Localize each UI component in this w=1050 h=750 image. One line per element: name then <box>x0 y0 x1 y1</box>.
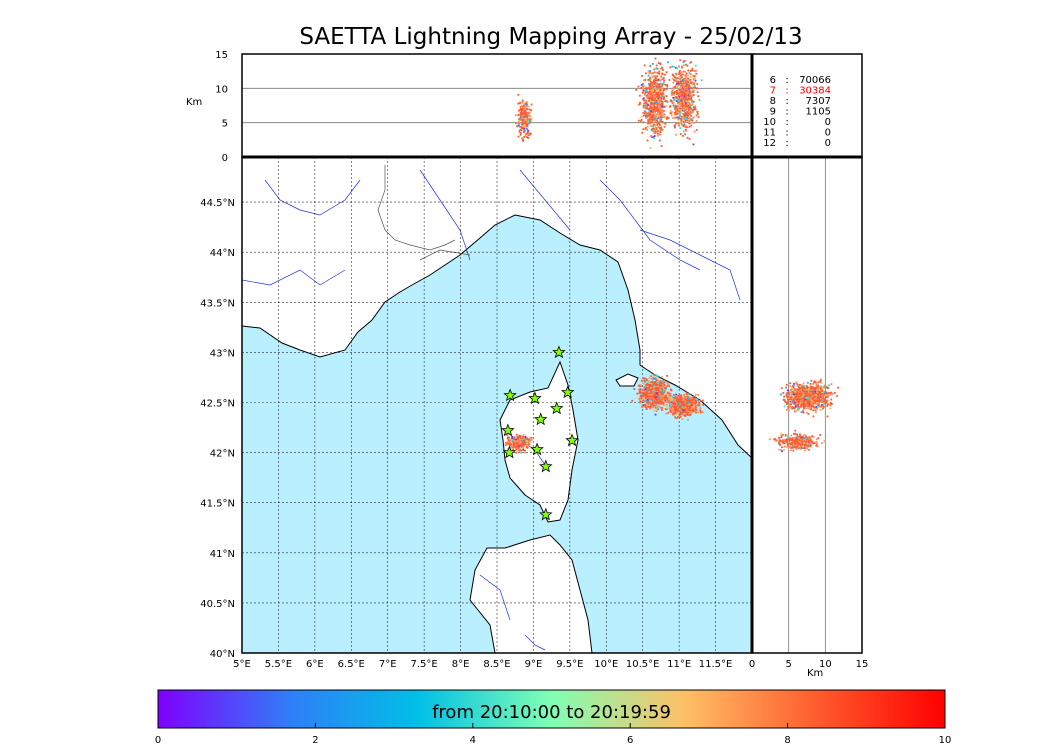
longitude-tick: 9.5°E <box>556 659 583 670</box>
map-lightning-sources <box>504 374 704 454</box>
station-count-separator: : <box>785 86 788 97</box>
altitude-longitude-panel <box>242 54 752 157</box>
right-altitude-tick: 10 <box>819 659 832 670</box>
station-count-separator: : <box>785 117 788 128</box>
station-star-icon <box>533 412 548 426</box>
right-altitude-tick: 0 <box>749 659 755 670</box>
longitude-tick: 9°E <box>525 659 543 670</box>
latitude-tick: 44°N <box>210 248 235 259</box>
right-altitude-tick: 5 <box>785 659 791 670</box>
right-altitude-axis-label: Km <box>807 668 823 679</box>
station-count-separator: : <box>785 107 788 118</box>
station-count-value: 0 <box>825 117 831 128</box>
top-altitude-tick: 5 <box>222 119 228 130</box>
colorbar-tick-label: 6 <box>627 735 633 746</box>
colorbar <box>157 689 946 729</box>
longitude-tick: 10.5°E <box>626 659 660 670</box>
longitude-tick: 8°E <box>452 659 470 670</box>
station-star-icon <box>539 507 553 521</box>
station-count-value: 30384 <box>799 86 831 97</box>
borders <box>377 165 471 261</box>
latitude-tick: 43°N <box>210 348 235 359</box>
station-markers <box>501 345 579 521</box>
station-count-separator: : <box>785 75 788 86</box>
longitude-tick: 10°E <box>594 659 618 670</box>
station-star-icon <box>539 459 553 473</box>
latitude-tick: 40.5°N <box>200 599 235 610</box>
latitude-tick-labels: 40°N 40.5°N 41°N 41.5°N 42°N 42.5°N 43°N 43.5°N… <box>200 198 235 660</box>
chart-title: SAETTA Lightning Mapping Array - 25/02/1… <box>299 24 803 50</box>
top-altitude-tick: 0 <box>222 153 228 164</box>
top-altitude-tick-labels: 0 5 10 15 <box>215 50 228 164</box>
top-altitude-axis-label: Km <box>186 97 202 108</box>
station-count-separator: : <box>785 128 788 139</box>
station-star-icon <box>552 345 566 359</box>
altitude-latitude-panel <box>752 157 862 653</box>
map-panel <box>242 157 752 653</box>
colorbar-tick-label: 4 <box>470 735 476 746</box>
station-star-icon <box>503 388 517 402</box>
station-count-number: 10 <box>763 117 776 128</box>
longitude-tick: 11°E <box>667 659 691 670</box>
latitude-tick: 42°N <box>210 449 235 460</box>
latitude-tick: 44.5°N <box>200 198 235 209</box>
longitude-tick: 11.5°E <box>699 659 733 670</box>
right-altitude-tick: 15 <box>856 659 869 670</box>
station-star-icon <box>549 401 564 415</box>
longitude-tick: 6°E <box>306 659 324 670</box>
station-star-icon <box>565 433 579 447</box>
station-star-icon <box>528 391 542 405</box>
top-altitude-tick: 10 <box>215 84 228 95</box>
station-star-icon <box>501 423 515 437</box>
longitude-tick: 7.5°E <box>411 659 438 670</box>
colorbar-tick-label: 8 <box>784 735 790 746</box>
station-count-value: 70066 <box>799 75 831 86</box>
station-count-value: 1105 <box>806 107 831 118</box>
longitude-tick: 7°E <box>379 659 397 670</box>
latitude-tick: 43.5°N <box>200 298 235 309</box>
station-count-number: 7 <box>770 86 776 97</box>
station-count-number: 12 <box>763 138 776 149</box>
station-count-separator: : <box>785 138 788 149</box>
station-count-number: 6 <box>770 75 776 86</box>
latitude-tick: 40°N <box>210 649 235 660</box>
colorbar-ticks: 0 2 4 6 8 10 <box>155 723 952 746</box>
latitude-tick: 42.5°N <box>200 398 235 409</box>
station-count-separator: : <box>785 96 788 107</box>
longitude-tick: 6.5°E <box>338 659 365 670</box>
station-count-number: 11 <box>763 128 776 139</box>
station-count-value: 0 <box>825 138 831 149</box>
longitude-tick: 5.5°E <box>265 659 292 670</box>
colorbar-tick-label: 0 <box>155 735 161 746</box>
station-star-icon <box>530 442 544 456</box>
latitude-tick: 41.5°N <box>200 499 235 510</box>
station-star-icon <box>502 445 517 459</box>
longitude-tick-labels: 5°E 5.5°E 6°E 6.5°E 7°E 7.5°E 8°E 8.5°E 9°E 9.5°E… <box>233 659 732 670</box>
station-count-number: 8 <box>770 96 776 107</box>
colorbar-tick-label: 2 <box>312 735 318 746</box>
right-altitude-tick-labels: 0 5 10 15 <box>749 659 869 670</box>
station-count-value: 0 <box>825 128 831 139</box>
elba-island <box>615 373 639 387</box>
station-count-number: 9 <box>770 107 776 118</box>
longitude-tick: 8.5°E <box>483 659 510 670</box>
latitude-tick: 41°N <box>210 549 235 560</box>
top-altitude-tick: 15 <box>215 50 228 61</box>
colorbar-tick-label: 10 <box>939 735 952 746</box>
station-count-value: 7307 <box>806 96 831 107</box>
station-star-icon <box>560 385 575 399</box>
longitude-tick: 5°E <box>233 659 251 670</box>
station-count-box <box>751 53 863 158</box>
